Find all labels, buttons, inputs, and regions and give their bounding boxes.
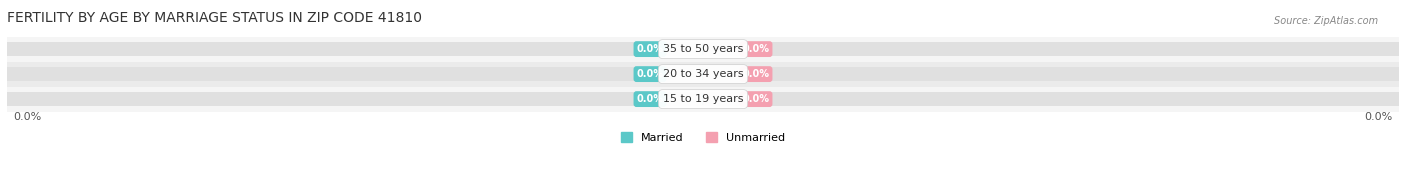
Legend: Married, Unmarried: Married, Unmarried [617,128,789,147]
Text: 0.0%: 0.0% [14,112,42,122]
Bar [7,86,1399,112]
Text: 0.0%: 0.0% [1364,112,1392,122]
Text: 0.0%: 0.0% [742,44,769,54]
Bar [7,61,1399,87]
Text: 20 to 34 years: 20 to 34 years [662,69,744,79]
Text: 0.0%: 0.0% [742,69,769,79]
Bar [7,42,1399,56]
Text: 0.0%: 0.0% [637,94,664,104]
Text: Source: ZipAtlas.com: Source: ZipAtlas.com [1274,16,1378,26]
Bar [7,92,1399,106]
Text: 15 to 19 years: 15 to 19 years [662,94,744,104]
Text: 0.0%: 0.0% [637,69,664,79]
Text: 35 to 50 years: 35 to 50 years [662,44,744,54]
Bar [7,36,1399,62]
Text: 0.0%: 0.0% [742,94,769,104]
Text: FERTILITY BY AGE BY MARRIAGE STATUS IN ZIP CODE 41810: FERTILITY BY AGE BY MARRIAGE STATUS IN Z… [7,11,422,25]
Text: 0.0%: 0.0% [637,44,664,54]
Bar [7,67,1399,81]
